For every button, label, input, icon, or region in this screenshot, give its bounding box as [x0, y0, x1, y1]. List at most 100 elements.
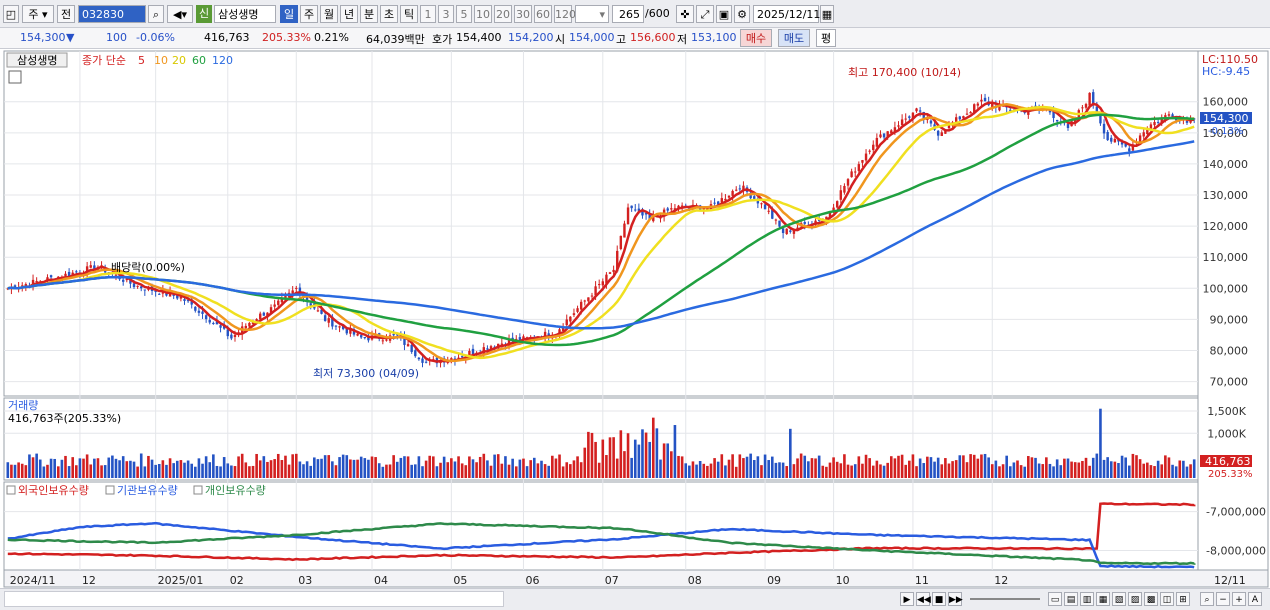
candle-body: [854, 171, 857, 173]
holding-foreign-checkbox[interactable]: [6, 485, 16, 495]
stock-code-input[interactable]: 032830: [78, 5, 146, 23]
eval-button[interactable]: 평: [816, 29, 836, 47]
stock-chart[interactable]: 70,000 80,000 90,000 100,000 110,000 120,000 1…: [0, 50, 1270, 588]
volume-bar: [222, 457, 226, 478]
period-year-button[interactable]: 년: [340, 5, 358, 23]
speaker-icon[interactable]: ◀▾: [167, 5, 193, 23]
zoom-in-icon[interactable]: +: [1232, 592, 1246, 606]
candle-body: [706, 207, 709, 210]
candle-body: [900, 119, 904, 126]
market-select[interactable]: 주 ▾: [22, 5, 54, 23]
candle-body: [612, 269, 615, 272]
candle-body: [309, 303, 312, 306]
search-icon[interactable]: ⌕: [148, 5, 164, 23]
layout-6-icon[interactable]: ▨: [1128, 592, 1142, 606]
fast-forward-icon[interactable]: ▶▶: [948, 592, 963, 606]
gear-icon[interactable]: ⚙: [734, 5, 750, 23]
period-minute-button[interactable]: 분: [360, 5, 378, 23]
play-icon[interactable]: ▶: [900, 592, 914, 606]
candle-body: [861, 160, 864, 163]
volume-bar: [305, 461, 309, 478]
window-menu-icon[interactable]: ◰: [3, 5, 19, 23]
sell-button[interactable]: 매도: [778, 29, 810, 47]
volume-bar: [1164, 455, 1167, 478]
volume-bar: [882, 465, 886, 478]
zoom-search-icon[interactable]: ⌕: [1200, 592, 1214, 606]
volume-bar: [489, 465, 493, 478]
period-month-button[interactable]: 월: [320, 5, 338, 23]
candle-body: [969, 112, 972, 114]
layout-4-icon[interactable]: ▦: [1096, 592, 1110, 606]
chart-scrollbar[interactable]: [4, 591, 504, 607]
volume-bar: [630, 457, 633, 478]
date-input[interactable]: 2025/12/11: [753, 5, 820, 23]
candle-body: [140, 286, 143, 289]
volume-bar: [450, 458, 453, 478]
period-day-button[interactable]: 일: [280, 5, 298, 23]
volume-bar: [244, 462, 248, 478]
candle-body: [121, 279, 125, 282]
price-tick-label: 80,000: [1210, 344, 1249, 357]
candle-body: [803, 222, 806, 224]
period-second-button[interactable]: 초: [380, 5, 398, 23]
interval-custom-select[interactable]: ▾: [575, 5, 609, 23]
legend-name-box[interactable]: [6, 52, 68, 68]
layout-5-icon[interactable]: ▧: [1112, 592, 1126, 606]
volume-bar: [763, 454, 767, 478]
interval-10-button[interactable]: 10: [474, 5, 492, 23]
volume-bar: [980, 454, 983, 478]
volume-bar: [237, 456, 240, 478]
save-icon[interactable]: ▣: [716, 5, 732, 23]
volume-bar: [680, 456, 684, 478]
layout-1-icon[interactable]: ▭: [1048, 592, 1062, 606]
volume-bar: [10, 464, 13, 478]
bar-count-input[interactable]: 265: [612, 5, 644, 23]
layout-3-icon[interactable]: ▥: [1080, 592, 1094, 606]
zoom-out-icon[interactable]: −: [1216, 592, 1230, 606]
font-size-icon[interactable]: A: [1248, 592, 1262, 606]
settings-grid-icon[interactable]: [8, 70, 22, 84]
volume-bar: [944, 458, 947, 478]
interval-3-button[interactable]: 3: [438, 5, 454, 23]
candle-body: [973, 104, 976, 114]
price-change: 100: [106, 31, 127, 44]
volume-bar: [1127, 465, 1131, 478]
candle-body: [565, 319, 568, 326]
layout-7-icon[interactable]: ▩: [1144, 592, 1158, 606]
period-week-button[interactable]: 주: [300, 5, 318, 23]
crosshair-icon[interactable]: ✜: [676, 5, 694, 23]
layout-8-icon[interactable]: ◫: [1160, 592, 1174, 606]
interval-1-button[interactable]: 1: [420, 5, 436, 23]
interval-5-button[interactable]: 5: [456, 5, 472, 23]
holding-indiv-checkbox[interactable]: [193, 485, 203, 495]
interval-60-button[interactable]: 60: [534, 5, 552, 23]
interval-30-button[interactable]: 30: [514, 5, 532, 23]
holding-inst-checkbox[interactable]: [105, 485, 115, 495]
candle-body: [208, 320, 211, 323]
tools-icon[interactable]: ⤢: [696, 5, 714, 23]
volume-bar: [926, 456, 929, 478]
volume-bar: [1131, 453, 1135, 478]
period-tick-button[interactable]: 틱: [400, 5, 418, 23]
volume-bar: [720, 454, 724, 478]
zoom-slider[interactable]: [970, 598, 1040, 600]
volume-bar: [1113, 461, 1117, 478]
volume-bar: [911, 454, 915, 478]
volume-bar: [60, 459, 64, 478]
candle-body: [450, 358, 453, 361]
layout-2-icon[interactable]: ▤: [1064, 592, 1078, 606]
interval-20-button[interactable]: 20: [494, 5, 512, 23]
layout-9-icon[interactable]: ⊞: [1176, 592, 1190, 606]
calendar-icon[interactable]: ▦: [820, 5, 834, 23]
prev-code-button[interactable]: 전: [57, 5, 75, 23]
volume-bar: [212, 454, 215, 478]
interval-120-button[interactable]: 120: [554, 5, 576, 23]
stock-name-field[interactable]: 삼성생명: [214, 5, 276, 23]
volume-bar: [1095, 453, 1099, 478]
volume-bar: [385, 464, 388, 478]
moving-average-lines: [7, 101, 1195, 363]
rewind-icon[interactable]: ◀◀: [916, 592, 931, 606]
buy-button[interactable]: 매수: [740, 29, 772, 47]
candle-body: [648, 214, 651, 219]
stop-icon[interactable]: ■: [932, 592, 946, 606]
